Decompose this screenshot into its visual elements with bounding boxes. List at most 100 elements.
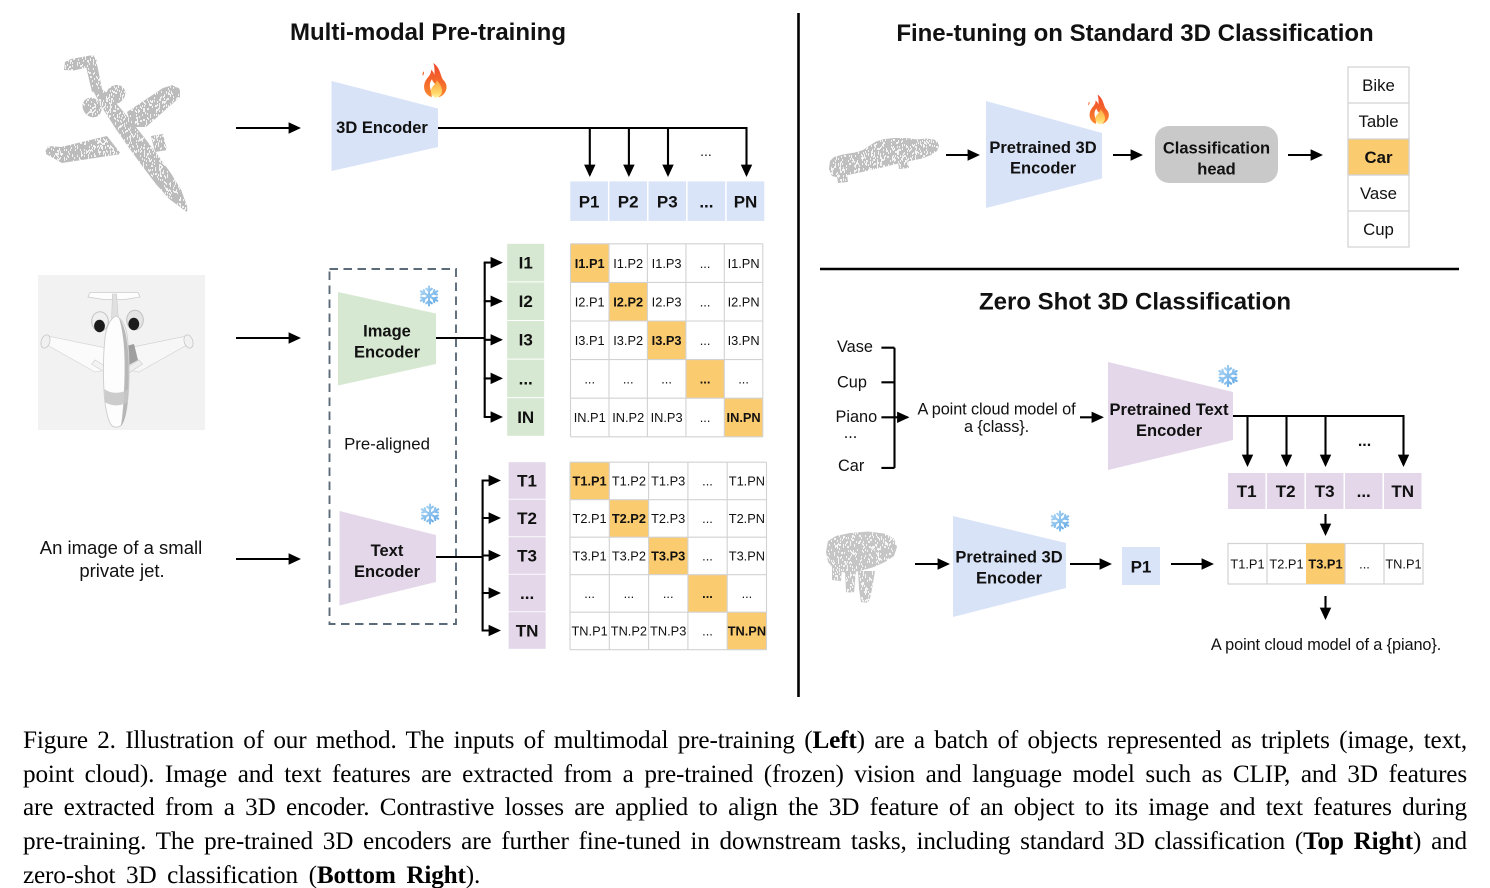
svg-text:...: ... xyxy=(1359,557,1370,572)
svg-text:Vase: Vase xyxy=(1360,184,1397,203)
svg-text:Pretrained 3D: Pretrained 3D xyxy=(989,139,1096,157)
svg-text:T1: T1 xyxy=(1237,482,1257,501)
svg-text:Bike: Bike xyxy=(1362,76,1395,95)
svg-text:I2.P1: I2.P1 xyxy=(575,294,605,309)
svg-text:...: ... xyxy=(700,256,711,271)
svg-text:T2.PN: T2.PN xyxy=(729,511,765,526)
svg-text:I3.PN: I3.PN xyxy=(728,333,760,348)
svg-text:Encoder: Encoder xyxy=(354,563,421,581)
svg-text:Car: Car xyxy=(838,457,865,475)
svg-text:IN.PN: IN.PN xyxy=(727,410,761,425)
svg-text:T2: T2 xyxy=(1276,482,1296,501)
svg-text:I3: I3 xyxy=(519,331,533,350)
svg-text:...: ... xyxy=(702,624,713,639)
svg-text:IN.P1: IN.P1 xyxy=(574,410,606,425)
svg-text:...: ... xyxy=(700,294,711,309)
svg-text:...: ... xyxy=(624,586,635,601)
svg-text:T3.PN: T3.PN xyxy=(729,549,765,564)
svg-text:head: head xyxy=(1197,161,1236,179)
svg-text:T3.P1: T3.P1 xyxy=(573,549,607,564)
svg-text:I2.PN: I2.PN xyxy=(728,294,760,309)
svg-text:Cup: Cup xyxy=(1363,220,1394,239)
svg-text:I2.P2: I2.P2 xyxy=(613,294,643,309)
svg-text:...: ... xyxy=(519,369,533,388)
svg-text:TN.P1: TN.P1 xyxy=(571,624,607,639)
svg-text:...: ... xyxy=(663,586,674,601)
svg-text:3D Encoder: 3D Encoder xyxy=(336,119,428,137)
svg-text:IN.P2: IN.P2 xyxy=(612,410,644,425)
svg-text:...: ... xyxy=(584,372,595,387)
svg-text:Multi-modal Pre-training: Multi-modal Pre-training xyxy=(290,19,566,46)
svg-text:T1.P1: T1.P1 xyxy=(573,474,607,489)
svg-text:I1.P1: I1.P1 xyxy=(575,256,605,271)
svg-text:T3.P1: T3.P1 xyxy=(1308,557,1342,572)
svg-text:A point cloud model of: A point cloud model of xyxy=(917,401,1076,419)
svg-text:P1: P1 xyxy=(579,193,600,212)
svg-text:...: ... xyxy=(700,372,711,387)
svg-text:...: ... xyxy=(584,586,595,601)
svg-text:I1: I1 xyxy=(519,254,533,273)
svg-text:IN: IN xyxy=(517,408,534,427)
svg-text:T3: T3 xyxy=(517,547,537,566)
svg-text:private jet.: private jet. xyxy=(79,560,164,581)
svg-text:Image: Image xyxy=(363,323,411,341)
svg-text:I1.PN: I1.PN xyxy=(728,256,760,271)
svg-text:Piano: Piano xyxy=(836,408,878,426)
svg-text:Table: Table xyxy=(1358,112,1398,131)
svg-text:...: ... xyxy=(700,143,712,159)
svg-text:I2.P3: I2.P3 xyxy=(652,294,682,309)
svg-text:a {class}.: a {class}. xyxy=(964,418,1029,436)
svg-text:P1: P1 xyxy=(1131,558,1152,577)
svg-text:Text: Text xyxy=(371,542,404,560)
svg-text:T3: T3 xyxy=(1315,482,1335,501)
svg-text:T1: T1 xyxy=(517,472,537,491)
svg-text:PN: PN xyxy=(734,193,758,212)
svg-text:T2: T2 xyxy=(517,509,537,528)
svg-text:T2.P1: T2.P1 xyxy=(1269,557,1303,572)
svg-text:Zero Shot 3D Classification: Zero Shot 3D Classification xyxy=(979,289,1291,316)
svg-text:T3.P3: T3.P3 xyxy=(651,549,685,564)
svg-text:...: ... xyxy=(844,424,858,442)
svg-text:...: ... xyxy=(702,511,713,526)
svg-text:Car: Car xyxy=(1365,148,1393,167)
svg-text:P3: P3 xyxy=(657,193,678,212)
svg-text:I3.P2: I3.P2 xyxy=(613,333,643,348)
svg-text:TN: TN xyxy=(516,622,539,641)
svg-text:I1.P3: I1.P3 xyxy=(652,256,682,271)
svg-text:...: ... xyxy=(702,549,713,564)
svg-text:...: ... xyxy=(661,372,672,387)
svg-text:T1.P1: T1.P1 xyxy=(1230,557,1264,572)
svg-text:I3.P1: I3.P1 xyxy=(575,333,605,348)
svg-text:A point cloud model of a {pian: A point cloud model of a {piano}. xyxy=(1211,636,1441,654)
svg-text:Pretrained 3D: Pretrained 3D xyxy=(955,549,1062,567)
svg-text:...: ... xyxy=(623,372,634,387)
svg-text:...: ... xyxy=(702,474,713,489)
svg-text:...: ... xyxy=(702,586,713,601)
svg-text:TN: TN xyxy=(1391,482,1414,501)
svg-text:...: ... xyxy=(520,584,534,603)
svg-text:Encoder: Encoder xyxy=(1136,422,1203,440)
svg-text:TN.P1: TN.P1 xyxy=(1385,557,1421,572)
svg-text:P2: P2 xyxy=(618,193,639,212)
svg-text:I2: I2 xyxy=(519,292,533,311)
svg-text:...: ... xyxy=(738,372,749,387)
svg-text:Pre-aligned: Pre-aligned xyxy=(344,435,430,454)
svg-text:TN.P2: TN.P2 xyxy=(611,624,647,639)
svg-text:T2.P3: T2.P3 xyxy=(651,511,685,526)
svg-text:Encoder: Encoder xyxy=(354,344,421,362)
svg-text:...: ... xyxy=(1357,482,1371,501)
svg-text:I1.P2: I1.P2 xyxy=(613,256,643,271)
svg-text:Fine-tuning on Standard 3D Cla: Fine-tuning on Standard 3D Classificatio… xyxy=(896,20,1373,47)
svg-text:T2.P1: T2.P1 xyxy=(573,511,607,526)
svg-text:An image of a small: An image of a small xyxy=(40,537,202,558)
svg-text:T1.PN: T1.PN xyxy=(729,474,765,489)
svg-text:T1.P2: T1.P2 xyxy=(612,474,646,489)
svg-text:...: ... xyxy=(700,410,711,425)
svg-text:...: ... xyxy=(1358,433,1371,450)
svg-text:TN.P3: TN.P3 xyxy=(650,624,686,639)
svg-text:Classification: Classification xyxy=(1163,140,1270,158)
svg-text:Pretrained Text: Pretrained Text xyxy=(1110,401,1229,419)
svg-text:...: ... xyxy=(742,586,753,601)
svg-text:I3.P3: I3.P3 xyxy=(652,333,682,348)
svg-text:...: ... xyxy=(700,333,711,348)
